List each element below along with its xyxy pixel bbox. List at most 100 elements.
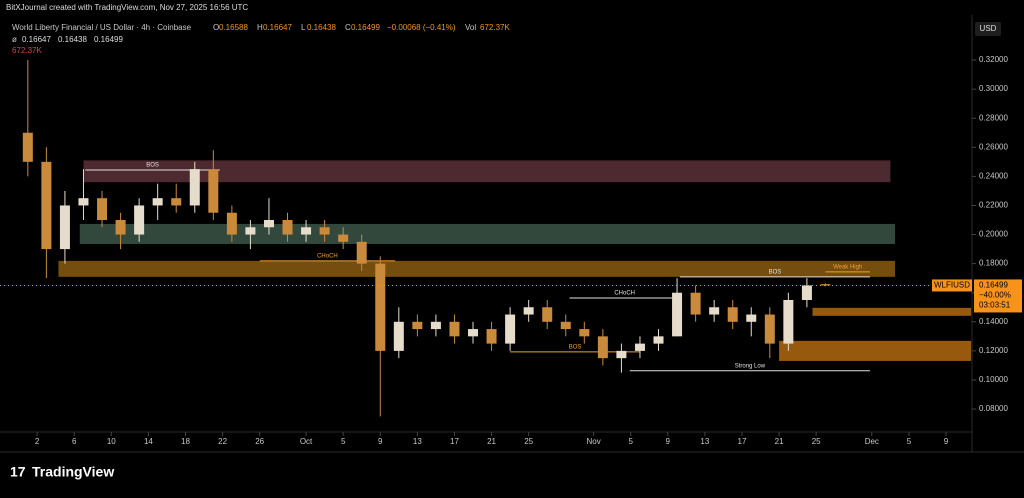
candle-body xyxy=(115,220,126,235)
chart-title: World Liberty Financial / US Dollar · 4h… xyxy=(12,23,192,32)
indicator-label: ø xyxy=(12,35,17,44)
candle-body xyxy=(41,161,52,250)
ohlc-label: L xyxy=(301,23,306,32)
footer-logo: 17 TradingView xyxy=(10,464,114,480)
candle-body xyxy=(505,314,516,344)
candle-body xyxy=(189,169,200,206)
credit: BitXJournal created with TradingView.com… xyxy=(6,3,248,12)
candle-body xyxy=(78,198,89,206)
y-tick-label: 0.08000 xyxy=(979,404,1008,413)
y-tick-label: 0.20000 xyxy=(979,230,1008,239)
candle-body xyxy=(783,299,794,344)
symbol: WLFIUSD xyxy=(934,281,970,290)
x-tick-label: 9 xyxy=(666,437,671,446)
candle-body xyxy=(672,292,683,337)
ohlc-value: 0.16499 xyxy=(351,23,380,32)
candle-body xyxy=(597,336,608,359)
candle-body xyxy=(690,292,701,315)
volume-label: Vol xyxy=(465,23,476,32)
candle-body xyxy=(393,321,404,351)
zone xyxy=(83,160,891,183)
candle-body xyxy=(412,321,423,330)
symbol-tag xyxy=(932,279,972,292)
candle-body xyxy=(319,227,330,235)
y-tick-label: 0.14000 xyxy=(979,317,1008,326)
zone xyxy=(58,260,896,277)
y-tick-label: 0.28000 xyxy=(979,113,1008,122)
last-change: −40.00% xyxy=(979,291,1011,300)
price-tag xyxy=(974,279,1022,313)
ohlc-label: O xyxy=(213,23,219,32)
candle-body xyxy=(449,321,460,337)
candle-body xyxy=(820,284,831,286)
ohlc-value: 0.16647 xyxy=(263,23,292,32)
x-tick-label: 22 xyxy=(218,437,227,446)
candle-body xyxy=(375,263,386,351)
currency-box xyxy=(975,22,1001,36)
candle-body xyxy=(263,220,274,228)
x-tick-label: 25 xyxy=(812,437,821,446)
candle-body xyxy=(171,198,182,206)
ohlc-value: 0.16438 xyxy=(307,23,336,32)
x-tick-label: 2 xyxy=(35,437,40,446)
y-tick-label: 0.12000 xyxy=(979,346,1008,355)
candle-body xyxy=(468,329,479,337)
y-tick-label: 0.32000 xyxy=(979,55,1008,64)
candle-body xyxy=(486,329,497,344)
change: −0.00068 (−0.41%) xyxy=(387,23,456,32)
candle-body xyxy=(430,321,441,330)
candle-body xyxy=(356,241,367,264)
structure-label: BOS xyxy=(769,269,782,275)
x-tick-label: 9 xyxy=(378,437,383,446)
volume-value: 672.37K xyxy=(480,23,510,32)
logo-mark: 17 xyxy=(10,464,26,480)
structure-label: BOS xyxy=(146,163,159,169)
x-tick-label: 5 xyxy=(628,437,633,446)
zone xyxy=(79,223,896,244)
structure-label: BOS xyxy=(569,344,582,350)
candle-body xyxy=(709,307,720,315)
y-tick-label: 0.24000 xyxy=(979,171,1008,180)
candle-body xyxy=(523,307,534,315)
candle-body xyxy=(338,234,349,242)
structure-label: CHoCH xyxy=(614,291,635,297)
x-tick-label: 10 xyxy=(107,437,116,446)
x-tick-label: 13 xyxy=(700,437,709,446)
candle-body xyxy=(634,343,645,351)
y-tick-label: 0.22000 xyxy=(979,201,1008,210)
candle-body xyxy=(542,307,553,322)
structure-label: Strong Low xyxy=(735,363,766,369)
ohlc-value: 0.16588 xyxy=(219,23,248,32)
x-tick-label: 17 xyxy=(738,437,747,446)
candle-body xyxy=(208,169,219,213)
indicator-value: 0.16647 xyxy=(22,35,51,44)
y-tick-label: 0.30000 xyxy=(979,84,1008,93)
x-tick-label: Oct xyxy=(300,437,313,446)
x-tick-label: 13 xyxy=(413,437,422,446)
candle-body xyxy=(59,205,70,250)
candle-body xyxy=(282,220,293,235)
last-price: 0.16499 xyxy=(979,281,1008,290)
candle-body xyxy=(727,307,738,322)
candle-body xyxy=(579,329,590,337)
candle-body xyxy=(152,198,163,206)
y-tick-label: 0.26000 xyxy=(979,142,1008,151)
indicator-volume: 672.37K xyxy=(12,46,42,55)
x-tick-label: 17 xyxy=(450,437,459,446)
currency: USD xyxy=(980,24,997,33)
candle-body xyxy=(746,314,757,322)
ohlc-label: H xyxy=(257,23,263,32)
x-tick-label: 18 xyxy=(181,437,190,446)
y-tick-label: 0.18000 xyxy=(979,259,1008,268)
x-tick-label: 6 xyxy=(72,437,77,446)
candle-body xyxy=(226,212,237,235)
candle-body xyxy=(653,336,664,344)
x-tick-label: 5 xyxy=(341,437,346,446)
countdown: 03:03:51 xyxy=(979,301,1011,310)
zone xyxy=(779,340,972,361)
x-tick-label: 21 xyxy=(487,437,496,446)
candle-body xyxy=(616,350,627,359)
x-tick-label: 5 xyxy=(907,437,912,446)
x-tick-label: 9 xyxy=(944,437,949,446)
